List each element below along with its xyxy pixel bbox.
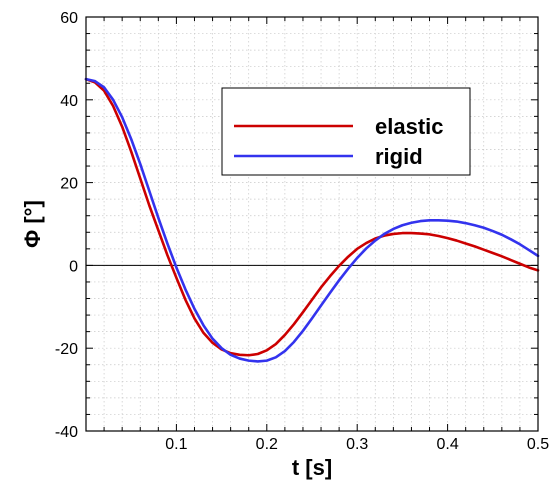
x-tick-label: 0.2 (256, 436, 278, 453)
legend-label-rigid: rigid (375, 144, 423, 169)
y-tick-label: 60 (60, 10, 78, 27)
x-tick-label: 0.3 (346, 436, 368, 453)
y-tick-label: 0 (69, 258, 78, 275)
legend-box (221, 87, 471, 176)
x-axis-label: t [s] (292, 455, 332, 480)
x-tick-label: 0.5 (527, 436, 549, 453)
plot-frame (85, 16, 539, 432)
legend-label-elastic: elastic (375, 114, 444, 139)
y-axis-label: Φ [°] (20, 200, 45, 248)
x-tick-label: 0.4 (436, 436, 458, 453)
ticks (86, 17, 538, 431)
series-line-rigid (84, 77, 540, 363)
series-line-elastic (84, 77, 540, 357)
y-tick-label: 40 (60, 93, 78, 110)
y-tick-label: -40 (55, 424, 78, 441)
y-tick-label: -20 (55, 341, 78, 358)
tick-labels: 0.1 0.2 0.3 0.4 0.5 -40 -20 0 20 40 60 (55, 10, 549, 453)
x-tick-label: 0.1 (165, 436, 187, 453)
legend: elastic rigid (221, 87, 471, 176)
series-layer (84, 77, 540, 363)
y-tick-label: 20 (60, 176, 78, 193)
